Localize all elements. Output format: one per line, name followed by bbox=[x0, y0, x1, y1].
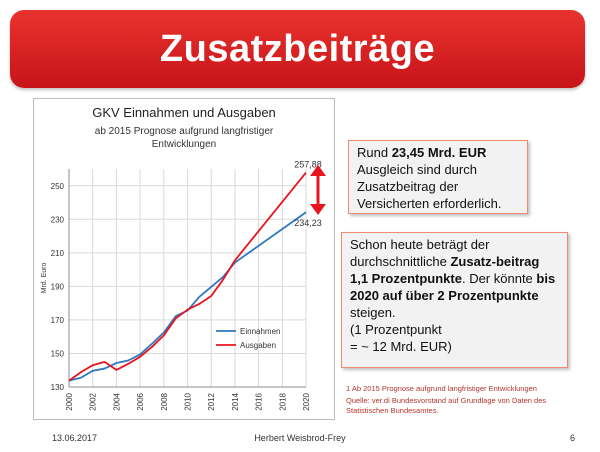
y-tick-label: 250 bbox=[51, 182, 65, 191]
footer-date: 13.06.2017 bbox=[52, 433, 98, 443]
series-line-einnahmen bbox=[68, 211, 307, 382]
data-label-einnahmen: 234,23 bbox=[294, 218, 322, 228]
bold-text: 2020 auf über 2 Prozentpunkte bbox=[350, 288, 539, 303]
source-note: Quelle: ver.di Bundesvorstand auf Grundl… bbox=[346, 396, 547, 415]
text: (1 Prozentpunkt bbox=[350, 322, 442, 337]
chart-subtitle-line-1: ab 2015 Prognose aufgrund langfristiger bbox=[94, 126, 274, 137]
bold-text: Zusatz-beitrag bbox=[450, 254, 540, 269]
info-box-zusatzbeitrag: Schon heute beträgt der durchschnittliche… bbox=[341, 232, 568, 368]
info-box-deficit: Rund 23,45 Mrd. EUR Ausgleich sind durch Z… bbox=[348, 140, 528, 214]
difference-arrow-icon bbox=[310, 165, 326, 215]
slide-title: Zusatzbeiträge bbox=[159, 28, 436, 70]
series-line-ausgaben bbox=[68, 171, 307, 382]
line-chart: 130 150 170 190 210 230 250 2000 2002 2004 2006 200… bbox=[41, 160, 322, 411]
x-tick-label: 2018 bbox=[278, 392, 287, 410]
info-box-deficit-line-2: Ausgleich sind durch bbox=[357, 161, 519, 178]
info-box-zusatzbeitrag-line-4: 2020 auf über 2 Prozentpunkte bbox=[350, 287, 559, 304]
info-box-zusatzbeitrag-line-1: Schon heute beträgt der bbox=[350, 236, 559, 253]
info-box-zusatzbeitrag-line-6: (1 Prozentpunkt bbox=[350, 321, 559, 338]
chart-subtitle-line-2: Entwicklungen bbox=[151, 139, 217, 150]
bold-text: 23,45 Mrd. EUR bbox=[391, 145, 487, 160]
x-tick-label: 2010 bbox=[184, 392, 193, 410]
text: Rund bbox=[357, 145, 392, 160]
text: Versicherten erforderlich. bbox=[357, 196, 502, 211]
y-tick-label: 230 bbox=[51, 215, 65, 224]
info-box-deficit-line-3: Zusatzbeitrag der bbox=[357, 178, 519, 195]
text: . Der könnte bbox=[461, 271, 537, 286]
arrow-head-down bbox=[310, 204, 326, 215]
footer-author: Herbert Weisbrod-Frey bbox=[254, 433, 346, 443]
x-tick-label: 2012 bbox=[207, 392, 216, 410]
x-tick-label: 2014 bbox=[231, 392, 240, 410]
bold-text: 1,1 Prozentpunkte bbox=[350, 271, 462, 286]
legend-label-ausgaben: Ausgaben bbox=[240, 341, 276, 350]
info-box-zusatzbeitrag-line-3: 1,1 Prozentpunkte. Der könnte bis bbox=[350, 270, 559, 287]
footnote: 1 Ab 2015 Prognose aufgrund langfristige… bbox=[346, 384, 537, 393]
data-label-ausgaben: 257,88 bbox=[294, 160, 322, 170]
info-box-deficit-line-1: Rund 23,45 Mrd. EUR bbox=[357, 144, 519, 161]
footer-page-number: 6 bbox=[570, 433, 576, 443]
x-tick-label: 2020 bbox=[302, 392, 311, 410]
y-tick-label: 170 bbox=[51, 316, 65, 325]
x-tick-label: 2008 bbox=[160, 392, 169, 410]
text: durchschnittliche bbox=[350, 254, 451, 269]
info-box-zusatzbeitrag-text: Schon heute beträgt der durchschnittliche… bbox=[342, 233, 567, 358]
y-tick-label: 130 bbox=[51, 383, 65, 392]
chart-title: GKV Einnahmen und Ausgaben bbox=[92, 105, 276, 120]
y-tick-label: 150 bbox=[51, 349, 65, 358]
y-tick-label: 190 bbox=[51, 282, 65, 291]
x-tick-label: 2000 bbox=[65, 392, 74, 410]
text: = ~ 12 Mrd. EUR) bbox=[350, 339, 452, 354]
x-tick-label: 2006 bbox=[136, 392, 145, 410]
text: Schon heute beträgt der bbox=[350, 237, 490, 252]
info-box-zusatzbeitrag-line-2: durchschnittliche Zusatz-beitrag bbox=[350, 253, 559, 270]
text: Zusatzbeitrag der bbox=[357, 179, 459, 194]
x-tick-label: 2002 bbox=[89, 392, 98, 410]
chart-frame: GKV Einnahmen und Ausgaben ab 2015 Progn… bbox=[33, 98, 335, 420]
title-banner: Zusatzbeiträge bbox=[10, 10, 585, 88]
y-tick-label: 210 bbox=[51, 249, 65, 258]
y-axis-label: Mrd. Euro bbox=[41, 263, 48, 294]
x-tick-label: 2004 bbox=[112, 392, 121, 410]
info-box-deficit-text: Rund 23,45 Mrd. EUR Ausgleich sind durch Z… bbox=[349, 141, 527, 215]
bold-text: bis bbox=[536, 271, 556, 286]
x-tick-label: 2016 bbox=[255, 392, 264, 410]
legend-label-einnahmen: Einnahmen bbox=[240, 327, 280, 336]
info-box-zusatzbeitrag-line-7: = ~ 12 Mrd. EUR) bbox=[350, 338, 559, 355]
arrow-head-up bbox=[310, 165, 326, 176]
text: steigen. bbox=[350, 305, 396, 320]
info-box-deficit-line-4: Versicherten erforderlich. bbox=[357, 195, 519, 212]
text: Ausgleich sind durch bbox=[357, 162, 477, 177]
info-box-zusatzbeitrag-line-5: steigen. bbox=[350, 304, 559, 321]
